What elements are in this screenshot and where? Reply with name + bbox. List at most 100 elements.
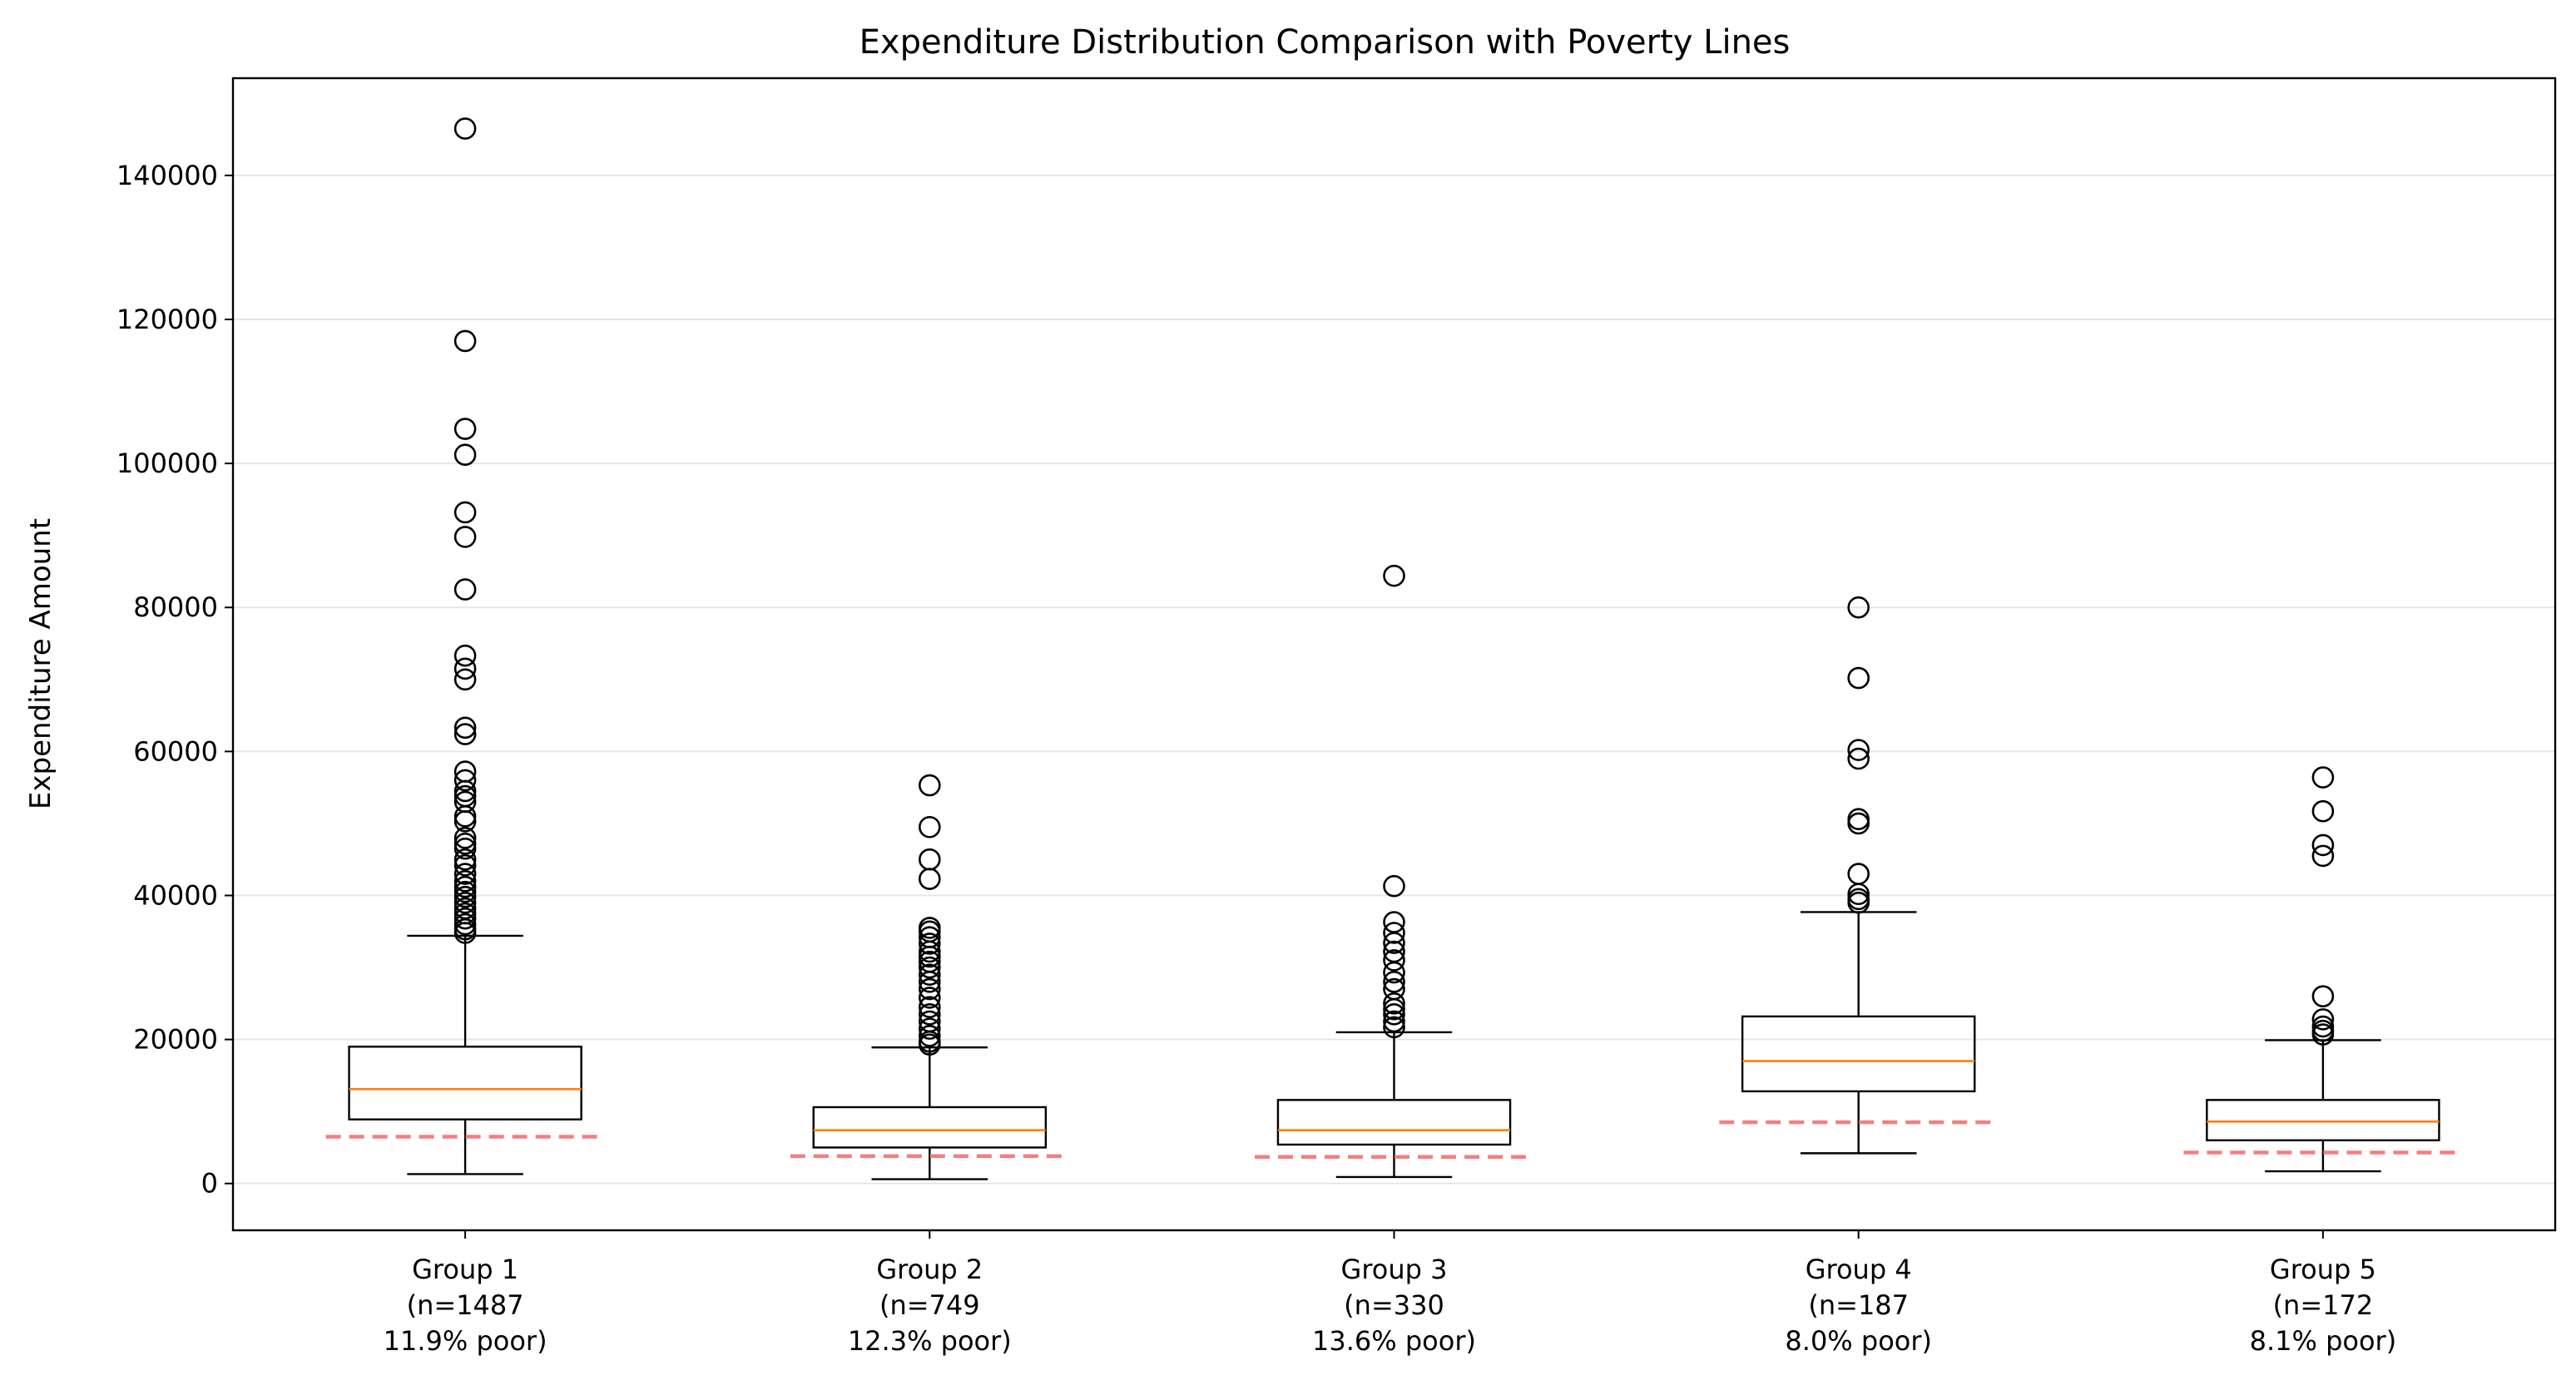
outlier-point — [1383, 564, 1405, 587]
outlier-point — [919, 971, 941, 993]
y-tick-label: 80000 — [133, 591, 218, 623]
y-tick-label: 120000 — [116, 304, 218, 335]
outlier-point — [453, 526, 477, 548]
x-tick-label: Group 2 — [876, 1254, 983, 1285]
outlier-point — [453, 578, 477, 601]
outlier-point — [453, 501, 477, 524]
outlier-point — [919, 945, 941, 968]
x-tick-label: 13.6% poor) — [1312, 1325, 1476, 1357]
outlier-point — [1383, 961, 1405, 984]
outlier-point — [919, 932, 941, 955]
plot-area — [325, 117, 2463, 1180]
outlier-point — [1383, 992, 1405, 1015]
outlier-point — [1847, 891, 1870, 914]
outlier-point — [2311, 766, 2335, 789]
outlier-point — [453, 779, 477, 803]
outlier-point — [453, 668, 477, 691]
outlier-point — [919, 1017, 941, 1040]
outlier-point — [453, 848, 477, 871]
y-tick-label: 20000 — [133, 1024, 218, 1056]
outlier-point — [453, 880, 477, 903]
outlier-point — [2311, 799, 2335, 823]
outlier-point — [919, 1033, 941, 1056]
outlier-point — [453, 644, 477, 667]
outlier-point — [2311, 985, 2335, 1007]
outlier-point — [1383, 971, 1405, 993]
x-tick-label: 11.9% poor) — [384, 1325, 547, 1357]
outlier-point — [2311, 1023, 2335, 1046]
x-tick-label: Group 5 — [2270, 1254, 2376, 1285]
outlier-point — [2311, 844, 2335, 868]
y-tick-label: 0 — [201, 1168, 218, 1200]
outlier-point — [2311, 1008, 2335, 1031]
x-tick-label: Group 4 — [1806, 1254, 1912, 1285]
x-tick-label: (n=749 — [879, 1289, 980, 1321]
outlier-point — [1383, 1010, 1405, 1033]
outlier-point — [453, 329, 477, 353]
outlier-point — [1847, 812, 1870, 835]
outlier-point — [1383, 1016, 1405, 1039]
outlier-point — [1383, 1003, 1405, 1026]
outlier-point — [453, 117, 477, 140]
outlier-point — [919, 956, 941, 979]
x-tick-label: 8.1% poor) — [2250, 1325, 2397, 1357]
outlier-point — [453, 869, 477, 893]
outlier-point — [453, 853, 477, 877]
outlier-point — [453, 837, 477, 860]
outlier-point — [453, 913, 477, 936]
outlier-point — [919, 963, 941, 987]
outlier-point — [919, 868, 941, 890]
y-tick-label: 140000 — [116, 160, 218, 191]
x-tick-label: (n=1487 — [407, 1289, 524, 1321]
x-tick-label: 12.3% poor) — [848, 1325, 1012, 1357]
x-tick-label: Group 3 — [1341, 1254, 1448, 1285]
outlier-point — [453, 418, 477, 440]
outlier-point — [1383, 949, 1405, 972]
outlier-point — [453, 657, 477, 680]
axes: 0 20000 40000 60000 80000 100000 120000 140000 G… — [116, 160, 2396, 1357]
outlier-point — [453, 875, 477, 898]
outlier-point — [919, 1003, 941, 1026]
outlier-point — [453, 826, 477, 849]
outlier-point — [1847, 739, 1870, 761]
outlier-point — [1847, 808, 1870, 831]
outlier-point — [1847, 666, 1870, 690]
outlier-point — [2311, 834, 2335, 857]
y-tick-label: 40000 — [133, 879, 218, 911]
outlier-point — [919, 774, 941, 797]
outlier-point — [453, 810, 477, 833]
outlier-point — [919, 848, 941, 871]
outlier-point — [453, 804, 477, 828]
x-tick-label: 8.0% poor) — [1785, 1325, 1932, 1357]
outlier-point — [453, 769, 477, 792]
outlier-point — [453, 922, 477, 944]
outlier-point — [453, 760, 477, 783]
outlier-point — [919, 1024, 941, 1047]
outlier-point — [453, 723, 477, 745]
outlier-point — [919, 996, 941, 1018]
iqr-box — [348, 1046, 582, 1120]
y-tick-label: 100000 — [116, 448, 218, 479]
outlier-point — [453, 863, 477, 885]
outlier-point — [453, 907, 477, 930]
outlier-point — [1383, 932, 1405, 954]
x-tick-label: (n=330 — [1344, 1289, 1444, 1321]
iqr-box — [1741, 1015, 1976, 1093]
outlier-point — [919, 987, 941, 1009]
iqr-box — [2206, 1099, 2440, 1141]
iqr-box — [1276, 1099, 1512, 1146]
outlier-point — [919, 815, 941, 838]
outlier-point — [453, 443, 477, 467]
outlier-point — [453, 891, 477, 914]
outlier-point — [1847, 883, 1870, 906]
outlier-point — [1847, 596, 1870, 619]
outlier-point — [919, 940, 941, 963]
outlier-point — [1383, 874, 1405, 898]
x-tick-label: Group 1 — [412, 1254, 518, 1285]
outlier-point — [453, 885, 477, 908]
x-tick-label: (n=172 — [2273, 1289, 2374, 1321]
chart-title: Expenditure Distribution Comparison with… — [859, 23, 1791, 62]
outlier-point — [919, 977, 941, 1001]
outlier-point — [453, 832, 477, 855]
